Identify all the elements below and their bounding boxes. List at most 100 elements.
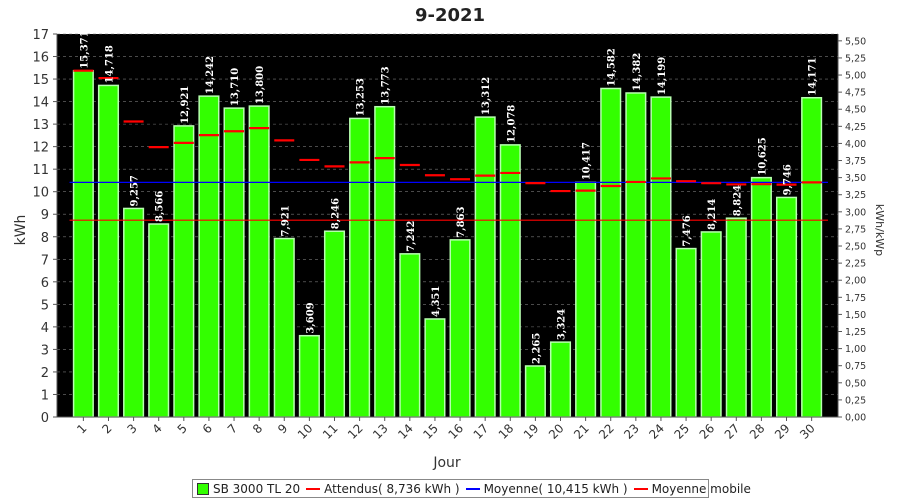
data-label: 15,371 xyxy=(79,30,90,68)
bar xyxy=(524,365,546,418)
y2-tick-label: 0,75 xyxy=(845,361,866,372)
data-label: 7,863 xyxy=(456,206,467,237)
y-tick-label: 17 xyxy=(32,28,49,43)
x-tick-label: 30 xyxy=(797,421,818,442)
data-label: 13,253 xyxy=(356,78,367,116)
data-label: 14,582 xyxy=(607,48,618,86)
x-tick-label: 26 xyxy=(697,421,718,442)
y-tick-label: 3 xyxy=(41,343,49,358)
legend-label-moyenne-mobile: Moyenne mobile xyxy=(651,481,751,496)
y2-tick-label: 5,50 xyxy=(845,36,866,47)
bar xyxy=(123,207,145,418)
bar xyxy=(424,318,446,418)
legend-line-moyenne-mobile xyxy=(633,487,648,490)
data-label: 13,312 xyxy=(481,77,492,115)
bar xyxy=(198,95,220,418)
data-label: 10,417 xyxy=(582,142,593,180)
legend-item-moyenne-mobile: Moyenne mobile xyxy=(633,481,751,496)
y2-tick-label: 4,25 xyxy=(845,122,866,133)
y-tick-label: 9 xyxy=(41,208,49,223)
y2-tick-label: 4,75 xyxy=(845,88,866,99)
legend-label-production: SB 3000 TL 20 xyxy=(213,481,301,496)
x-tick-label: 16 xyxy=(445,421,466,442)
data-label: 9,257 xyxy=(130,175,141,206)
x-tick-label: 15 xyxy=(420,421,441,442)
bar xyxy=(273,237,295,418)
bar xyxy=(499,144,521,418)
data-label: 13,710 xyxy=(230,68,241,106)
y2-axis-label: kWh/kWp xyxy=(873,204,886,256)
x-tick-label: 21 xyxy=(571,421,592,442)
y2-tick-label: 3,25 xyxy=(845,190,866,201)
legend-item-attendus: Attendus( 8,736 kWh ) xyxy=(306,482,460,496)
data-label: 2,265 xyxy=(531,333,542,364)
x-tick-label: 19 xyxy=(521,421,542,442)
legend: SB 3000 TL 20 Attendus( 8,736 kWh ) Moye… xyxy=(192,479,751,498)
y-tick-label: 16 xyxy=(32,51,49,66)
y2-tick-label: 2,50 xyxy=(845,242,866,253)
bar xyxy=(248,105,270,418)
y2-tick-label: 2,00 xyxy=(845,276,866,287)
bar xyxy=(449,239,471,418)
y2-tick-label: 2,75 xyxy=(845,224,866,235)
data-label: 8,214 xyxy=(707,199,718,230)
y2-tick-label: 1,50 xyxy=(845,310,866,321)
x-tick-label: 5 xyxy=(175,421,190,436)
legend-label-moyenne: Moyenne( 10,415 kWh ) xyxy=(483,481,628,496)
x-tick-label: 18 xyxy=(496,421,517,442)
bar xyxy=(775,196,798,418)
y2-tick-label: 4,00 xyxy=(845,139,866,150)
data-label: 13,773 xyxy=(381,66,392,104)
y2-tick-label: 0,00 xyxy=(845,413,866,424)
bar xyxy=(750,176,772,418)
x-tick-label: 1 xyxy=(74,421,89,436)
x-tick-label: 22 xyxy=(596,421,617,442)
y-tick-label: 5 xyxy=(41,298,49,313)
y-tick-label: 14 xyxy=(32,96,49,111)
x-tick-label: 17 xyxy=(471,421,492,442)
bar xyxy=(725,217,747,418)
y-tick-label: 11 xyxy=(32,163,49,178)
y-tick-label: 7 xyxy=(41,253,49,268)
data-label: 14,718 xyxy=(104,45,115,83)
y2-tick-label: 5,00 xyxy=(845,71,866,82)
y2-tick-label: 0,50 xyxy=(845,378,866,389)
y2-tick-label: 2,25 xyxy=(845,259,866,270)
y-tick-label: 6 xyxy=(41,276,49,291)
data-label: 9,746 xyxy=(783,164,794,195)
y2-tick-label: 4,50 xyxy=(845,105,866,116)
x-tick-label: 28 xyxy=(747,421,768,442)
x-tick-label: 6 xyxy=(200,421,215,436)
data-label: 14,199 xyxy=(657,57,668,95)
data-label: 8,566 xyxy=(155,191,166,222)
x-tick-label: 24 xyxy=(646,421,667,442)
bar xyxy=(298,334,320,418)
y2-tick-label: 1,25 xyxy=(845,327,866,338)
x-axis-label: Jour xyxy=(432,455,461,471)
bar xyxy=(650,96,672,418)
y2-tick-label: 3,00 xyxy=(845,207,866,218)
data-label: 8,824 xyxy=(732,185,743,216)
x-tick-label: 27 xyxy=(722,421,743,442)
legend-item-production: SB 3000 TL 20 xyxy=(197,482,300,496)
legend-line-attendus xyxy=(306,487,321,490)
bar xyxy=(575,181,597,418)
legend-line-moyenne xyxy=(465,487,480,490)
y2-tick-label: 5,25 xyxy=(845,53,866,64)
x-tick-label: 11 xyxy=(320,421,341,442)
bar xyxy=(97,84,120,418)
bar xyxy=(223,107,245,418)
bar xyxy=(600,87,622,418)
y2-tick-label: 1,75 xyxy=(845,293,866,304)
x-tick-label: 25 xyxy=(671,421,692,442)
x-tick-label: 9 xyxy=(275,421,290,436)
x-tick-label: 20 xyxy=(546,421,567,442)
y-axis-label: kWh xyxy=(13,215,29,246)
y-tick-label: 1 xyxy=(41,388,49,403)
bar xyxy=(173,125,195,418)
y-tick-label: 13 xyxy=(32,118,49,133)
data-label: 7,242 xyxy=(406,220,417,251)
y2-tick-label: 3,50 xyxy=(845,173,866,184)
y-tick-label: 15 xyxy=(32,73,49,88)
